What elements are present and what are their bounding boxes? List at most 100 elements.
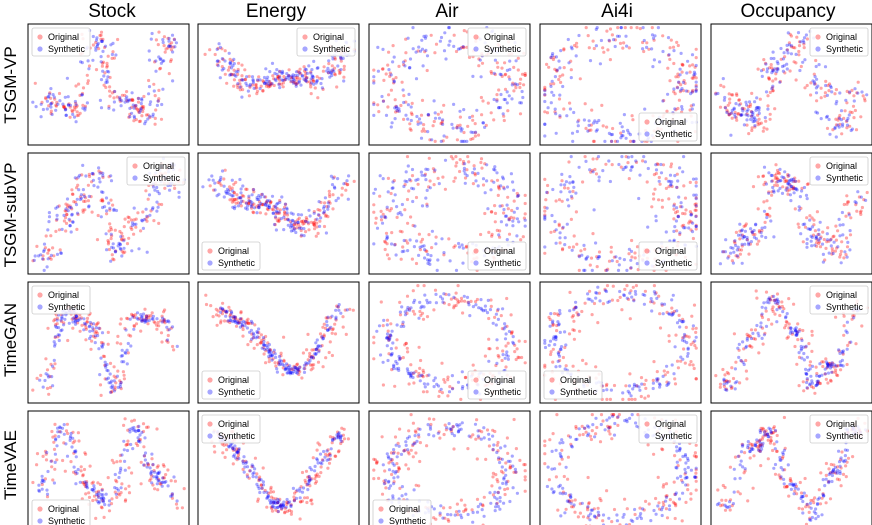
point-synthetic xyxy=(621,134,625,138)
point-original xyxy=(158,66,163,70)
point-synthetic xyxy=(119,104,123,108)
point-synthetic xyxy=(612,38,616,42)
point-original xyxy=(346,182,350,187)
point-synthetic xyxy=(124,351,128,355)
point-synthetic xyxy=(461,45,465,49)
point-original xyxy=(627,397,631,401)
point-original xyxy=(157,88,161,92)
point-original xyxy=(241,88,245,92)
point-original xyxy=(747,333,751,338)
point-original xyxy=(139,329,143,333)
point-original xyxy=(54,218,59,222)
point-synthetic xyxy=(47,95,51,99)
point-original xyxy=(495,93,499,97)
point-synthetic xyxy=(460,243,464,247)
point-synthetic xyxy=(495,171,499,175)
point-synthetic xyxy=(158,57,162,62)
point-synthetic xyxy=(228,318,232,322)
point-original xyxy=(309,85,313,89)
point-synthetic xyxy=(294,230,298,235)
point-original xyxy=(272,83,276,88)
point-original xyxy=(557,224,561,228)
point-original xyxy=(76,212,80,217)
point-original xyxy=(714,91,718,95)
point-synthetic xyxy=(732,250,736,254)
point-synthetic xyxy=(627,131,631,135)
point-original xyxy=(47,104,51,108)
point-original xyxy=(44,357,48,361)
point-synthetic xyxy=(246,204,250,208)
point-synthetic xyxy=(122,246,126,250)
point-original xyxy=(272,77,276,81)
point-original xyxy=(267,83,271,87)
point-original xyxy=(762,126,766,130)
point-original xyxy=(244,187,248,191)
point-synthetic xyxy=(814,236,818,240)
point-synthetic xyxy=(495,338,499,342)
point-synthetic xyxy=(765,70,769,74)
point-original xyxy=(488,347,492,351)
point-original xyxy=(66,205,70,209)
legend-box xyxy=(467,27,527,57)
point-original xyxy=(119,317,123,321)
legend-label-synthetic: Synthetic xyxy=(655,129,693,139)
point-synthetic xyxy=(284,362,289,366)
point-synthetic xyxy=(507,329,511,334)
point-synthetic xyxy=(742,235,746,239)
point-synthetic xyxy=(725,110,729,114)
point-synthetic xyxy=(458,126,462,130)
point-original xyxy=(447,237,451,241)
point-original xyxy=(506,341,510,345)
point-original xyxy=(750,91,754,95)
point-original xyxy=(519,238,523,242)
point-synthetic xyxy=(339,57,343,61)
point-synthetic xyxy=(661,99,665,103)
point-synthetic xyxy=(493,165,497,169)
point-synthetic xyxy=(64,207,68,211)
point-synthetic xyxy=(334,317,338,321)
point-synthetic xyxy=(547,343,551,347)
point-original xyxy=(815,210,820,214)
point-original xyxy=(805,216,809,220)
point-synthetic xyxy=(512,210,516,214)
point-synthetic xyxy=(733,381,737,385)
point-synthetic xyxy=(302,234,306,238)
point-original xyxy=(79,465,83,469)
point-original xyxy=(744,358,748,363)
point-synthetic xyxy=(543,122,547,126)
point-synthetic xyxy=(315,217,319,221)
point-original xyxy=(824,246,828,250)
point-synthetic xyxy=(754,118,758,122)
point-original xyxy=(652,192,656,196)
point-synthetic xyxy=(229,66,233,70)
point-original xyxy=(134,225,138,229)
point-synthetic xyxy=(46,257,50,261)
point-synthetic xyxy=(679,201,683,205)
point-original xyxy=(102,515,106,520)
point-synthetic xyxy=(741,340,745,344)
point-original xyxy=(483,211,487,216)
point-original xyxy=(126,215,130,219)
point-synthetic xyxy=(788,193,793,197)
point-synthetic xyxy=(689,92,693,96)
point-original xyxy=(385,253,390,257)
point-synthetic xyxy=(45,99,50,103)
point-original xyxy=(247,94,251,98)
point-original xyxy=(421,127,426,131)
point-synthetic xyxy=(287,74,291,78)
point-synthetic xyxy=(262,340,266,344)
point-synthetic xyxy=(108,390,113,394)
point-synthetic xyxy=(82,317,86,321)
point-original xyxy=(808,214,812,218)
point-synthetic xyxy=(744,113,748,117)
point-original xyxy=(223,168,227,172)
point-original xyxy=(463,299,467,303)
point-synthetic xyxy=(666,36,671,40)
point-synthetic xyxy=(219,310,223,314)
point-original xyxy=(466,155,470,159)
point-synthetic xyxy=(690,90,694,94)
point-original xyxy=(739,113,743,117)
point-original xyxy=(452,179,456,183)
